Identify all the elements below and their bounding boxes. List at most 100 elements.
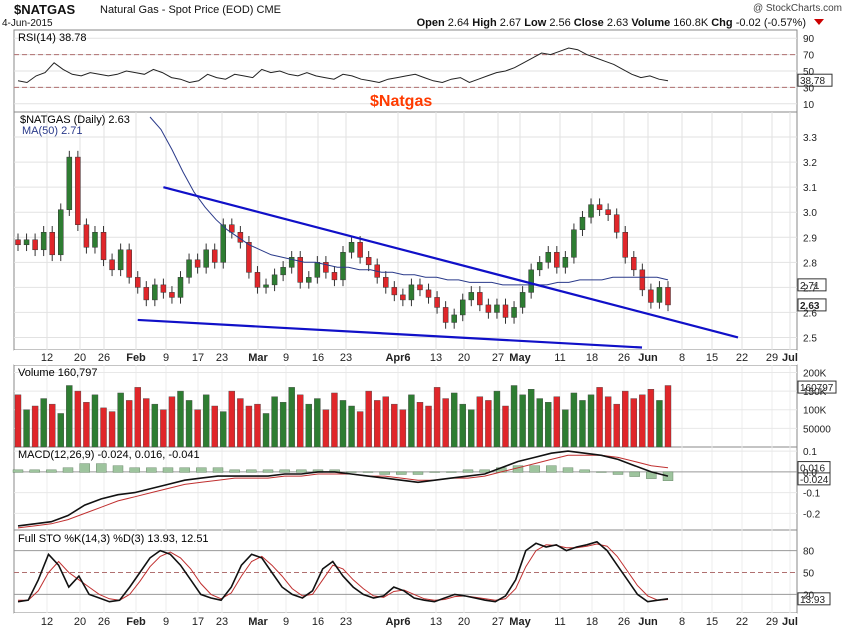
macd-histogram-bar xyxy=(629,471,640,477)
chg-label: Chg xyxy=(711,17,733,29)
rsi-current-value: 38.78 xyxy=(800,76,825,87)
x-tick-bottom-23: 29 xyxy=(766,616,778,628)
volume-bar xyxy=(459,403,466,448)
macd-histogram-bar xyxy=(212,467,224,473)
volume-bar xyxy=(510,385,518,448)
open-value: 2.64 xyxy=(447,17,470,29)
x-tick-bottom-2: 26 xyxy=(98,616,110,628)
candle-body xyxy=(622,232,628,258)
candle-body xyxy=(117,249,124,271)
high-label: High xyxy=(472,17,497,29)
x-tick-top-13: 20 xyxy=(458,352,470,364)
ohlc-readout: Open 2.64 High 2.67 Low 2.56 Close 2.63 … xyxy=(417,17,806,29)
macd-current-box xyxy=(797,472,831,486)
candle-body xyxy=(451,314,457,323)
volume-bar xyxy=(91,394,99,448)
volume-bar xyxy=(117,392,124,448)
volume-bar xyxy=(151,403,159,448)
volume-bar xyxy=(579,400,586,448)
x-tick-bottom-15: May xyxy=(509,616,531,628)
price-ytick-6: 2.7 xyxy=(803,283,817,294)
macd-histogram-bar xyxy=(279,469,290,473)
candle-body xyxy=(631,257,637,271)
macd-histogram-bar xyxy=(79,463,90,473)
candle-body xyxy=(348,242,355,253)
candle-body xyxy=(536,262,543,271)
macd-histogram-bar xyxy=(479,469,490,473)
volume-bar xyxy=(664,385,672,448)
candle-body xyxy=(477,292,483,306)
macd-histogram-bar xyxy=(146,467,157,473)
x-tick-top-21: 15 xyxy=(706,352,718,364)
symbol-description: Natural Gas - Spot Price (EOD) CME xyxy=(100,4,281,16)
volume-bar xyxy=(536,398,543,448)
x-tick-bottom-1: 20 xyxy=(74,616,86,628)
volume-bar xyxy=(587,394,595,448)
price-ytick-3: 3.0 xyxy=(803,208,817,219)
volume-bar xyxy=(356,411,364,448)
candle-body xyxy=(562,257,569,268)
candle-body xyxy=(545,252,552,263)
volume-bar xyxy=(254,403,261,448)
x-tick-bottom-21: 15 xyxy=(706,616,718,628)
x-tick-top-4: 9 xyxy=(163,352,169,364)
sto-ytick-1: 50 xyxy=(803,569,815,580)
macd-ytick-3: -0.2 xyxy=(803,509,821,520)
volume-bar xyxy=(382,396,389,448)
candle-body xyxy=(186,259,192,278)
x-tick-bottom-19: Jun xyxy=(638,616,658,628)
macd-histogram-bar xyxy=(262,469,274,473)
x-tick-top-14: 27 xyxy=(492,352,504,364)
volume-ytick-1: 150K xyxy=(803,387,827,398)
x-tick-bottom-13: 20 xyxy=(458,616,470,628)
volume-bar xyxy=(245,405,253,448)
candle-body xyxy=(571,229,577,258)
volume-bar xyxy=(442,398,449,448)
volume-bar xyxy=(237,398,244,448)
macd-current-value: -0.024 xyxy=(800,475,829,486)
volume-bar xyxy=(485,400,492,448)
macd-ytick-0: 0.1 xyxy=(803,447,817,458)
candle-body xyxy=(365,257,372,266)
volume-bar xyxy=(23,409,30,448)
volume-bar xyxy=(168,396,176,448)
price-ytick-4: 2.9 xyxy=(803,233,817,244)
candle-body xyxy=(220,224,227,263)
volume-bar xyxy=(100,407,107,448)
axis-labels: 12 20 26 Feb 9 17 23 Mar 9 16 23 Apr6 13 20 27 May 11 18 2… xyxy=(41,34,831,628)
volume-bar xyxy=(622,390,629,448)
rsi-label: RSI(14) 38.78 xyxy=(18,32,86,44)
x-tick-bottom-5: 17 xyxy=(192,616,204,628)
candle-body xyxy=(109,259,115,271)
volume-bar xyxy=(202,394,210,448)
candle-body xyxy=(605,209,611,215)
candle-body xyxy=(502,304,509,318)
candle-body xyxy=(75,156,81,225)
sto-label: Full STO %K(14,3) %D(3) 13.93, 12.51 xyxy=(18,533,209,545)
price-label: $NATGAS (Daily) 2.63 xyxy=(20,114,130,126)
candle-body xyxy=(152,284,158,301)
macd-histogram-bar xyxy=(196,467,207,473)
volume-bar xyxy=(391,403,398,448)
x-tick-top-5: 17 xyxy=(192,352,204,364)
volume-bar xyxy=(596,387,603,448)
ma-current-value: 2.71 xyxy=(800,281,820,292)
candle-body xyxy=(280,267,286,276)
x-tick-top-24: Jul xyxy=(782,352,798,364)
candle-body xyxy=(656,287,663,303)
volume-bar xyxy=(374,400,381,448)
volume-current-box xyxy=(797,380,837,394)
macd-histogram-bar xyxy=(246,469,257,473)
axis-strip-top xyxy=(14,350,797,365)
description-text: Natural Gas - Spot Price (EOD) xyxy=(100,4,254,16)
upper-trendline xyxy=(163,186,739,339)
price-layer: 2.71 2.63 xyxy=(15,116,827,349)
rsi-layer: 38.78 xyxy=(14,47,833,88)
rsi-ytick-3: 30 xyxy=(803,83,815,94)
volume-bar xyxy=(399,409,407,448)
volume-label: Volume xyxy=(631,17,671,29)
candle-body xyxy=(494,304,500,313)
candle-body xyxy=(340,252,346,281)
volume-bar xyxy=(279,402,287,448)
candle-body xyxy=(442,307,449,323)
